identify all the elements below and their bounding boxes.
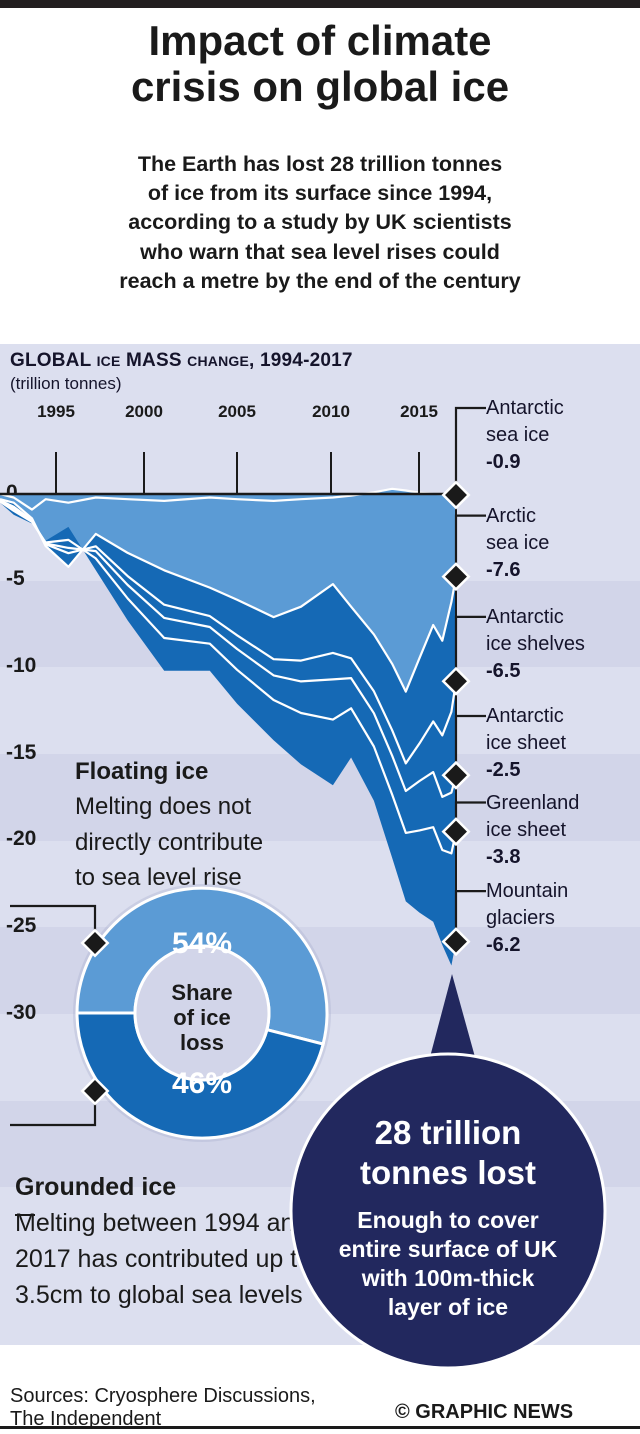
svg-text:layer of ice: layer of ice — [388, 1294, 508, 1320]
svg-text:with 100m-thick: with 100m-thick — [361, 1265, 535, 1291]
svg-text:28 trillion: 28 trillion — [375, 1114, 522, 1151]
svg-text:entire surface of UK: entire surface of UK — [339, 1236, 558, 1262]
svg-text:Enough to cover: Enough to cover — [357, 1207, 539, 1233]
svg-text:tonnes lost: tonnes lost — [360, 1154, 536, 1191]
